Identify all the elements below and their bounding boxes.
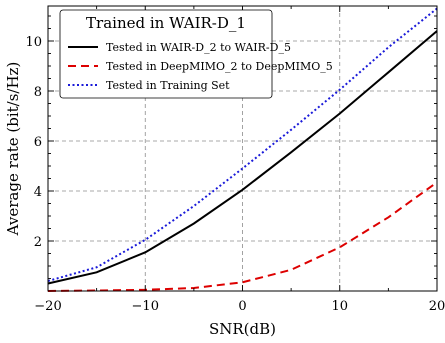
legend-label-1: Tested in WAIR-D_2 to WAIR-D_5	[106, 41, 291, 54]
x-axis-label: SNR(dB)	[209, 320, 276, 338]
series-lines	[47, 7, 438, 292]
series-line-1	[47, 30, 438, 285]
legend: Trained in WAIR-D_1 Tested in WAIR-D_2 t…	[59, 9, 333, 99]
y-tick-label: 2	[34, 235, 42, 250]
x-tick-label: −20	[34, 299, 61, 314]
legend-box	[59, 9, 273, 99]
legend-label-3: Tested in Training Set	[106, 79, 230, 92]
legend-label-2: Tested in DeepMIMO_2 to DeepMIMO_5	[106, 60, 333, 73]
axis-ticks	[47, 6, 438, 291]
x-tick-label: 10	[331, 299, 348, 314]
y-tick-label: 10	[25, 35, 42, 50]
y-tick-label: 6	[34, 135, 42, 150]
x-tick-label: 0	[238, 299, 246, 314]
legend-items: Tested in WAIR-D_2 to WAIR-D_5 Tested in …	[68, 41, 333, 92]
tick-labels: −20 −10 0 10 20 2 4 6 8 10	[25, 35, 445, 314]
series-line-3	[47, 7, 438, 282]
y-axis-label: Average rate (bit/s/Hz)	[4, 62, 22, 237]
y-tick-label: 4	[34, 185, 42, 200]
x-tick-label: −10	[132, 299, 159, 314]
legend-title: Trained in WAIR-D_1	[86, 14, 246, 32]
y-tick-label: 8	[34, 85, 42, 100]
x-tick-label: 20	[429, 299, 445, 314]
